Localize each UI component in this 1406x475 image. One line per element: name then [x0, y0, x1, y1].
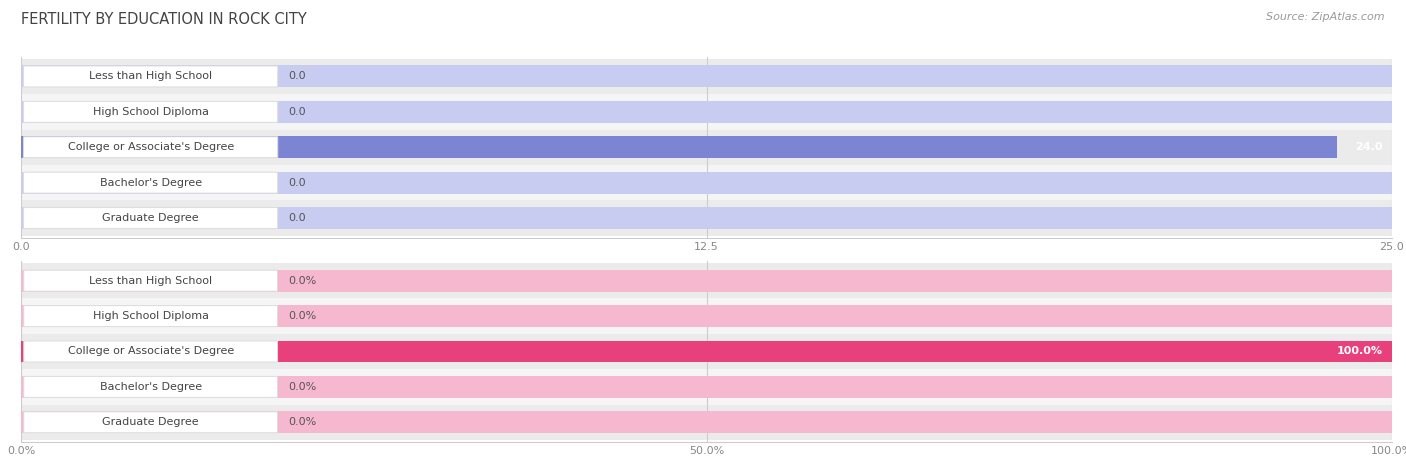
Text: 100.0%: 100.0% — [1336, 346, 1382, 357]
Bar — [21, 270, 1392, 292]
Bar — [21, 130, 1392, 165]
Bar — [21, 207, 1392, 229]
Text: FERTILITY BY EDUCATION IN ROCK CITY: FERTILITY BY EDUCATION IN ROCK CITY — [21, 12, 307, 27]
Bar — [21, 305, 1392, 327]
Text: Bachelor's Degree: Bachelor's Degree — [100, 178, 201, 188]
Text: Graduate Degree: Graduate Degree — [103, 213, 198, 223]
FancyBboxPatch shape — [24, 270, 277, 291]
FancyBboxPatch shape — [24, 341, 277, 362]
Bar — [21, 334, 1392, 369]
Bar — [21, 405, 1392, 440]
FancyBboxPatch shape — [24, 101, 278, 123]
Bar — [21, 411, 1392, 433]
Bar — [21, 171, 1392, 194]
FancyBboxPatch shape — [24, 376, 277, 398]
Bar — [21, 376, 1392, 398]
FancyBboxPatch shape — [24, 208, 278, 228]
FancyBboxPatch shape — [24, 412, 277, 433]
Bar — [21, 200, 1392, 236]
Bar — [21, 298, 1392, 334]
Text: 0.0%: 0.0% — [288, 311, 316, 321]
Bar — [21, 66, 1392, 87]
Text: 0.0%: 0.0% — [288, 417, 316, 428]
Text: Graduate Degree: Graduate Degree — [103, 417, 198, 428]
Text: Less than High School: Less than High School — [89, 276, 212, 286]
FancyBboxPatch shape — [24, 66, 278, 87]
Text: College or Associate's Degree: College or Associate's Degree — [67, 142, 233, 152]
FancyBboxPatch shape — [24, 172, 278, 193]
Bar — [21, 165, 1392, 200]
Text: High School Diploma: High School Diploma — [93, 107, 208, 117]
Text: Source: ZipAtlas.com: Source: ZipAtlas.com — [1267, 12, 1385, 22]
Text: 0.0: 0.0 — [288, 107, 307, 117]
Text: 24.0: 24.0 — [1355, 142, 1382, 152]
Text: 0.0%: 0.0% — [288, 276, 316, 286]
Bar — [21, 94, 1392, 130]
FancyBboxPatch shape — [24, 137, 278, 158]
Text: High School Diploma: High School Diploma — [93, 311, 208, 321]
Text: College or Associate's Degree: College or Associate's Degree — [67, 346, 233, 357]
Text: 0.0: 0.0 — [288, 71, 307, 82]
Bar — [21, 101, 1392, 123]
Text: 0.0: 0.0 — [288, 213, 307, 223]
FancyBboxPatch shape — [24, 305, 277, 327]
Text: 0.0%: 0.0% — [288, 382, 316, 392]
Text: 0.0: 0.0 — [288, 178, 307, 188]
Bar — [21, 369, 1392, 405]
Bar — [21, 136, 1337, 158]
Text: Less than High School: Less than High School — [89, 71, 212, 82]
Bar — [21, 341, 1392, 362]
Bar — [21, 263, 1392, 298]
Bar — [21, 59, 1392, 94]
Text: Bachelor's Degree: Bachelor's Degree — [100, 382, 201, 392]
